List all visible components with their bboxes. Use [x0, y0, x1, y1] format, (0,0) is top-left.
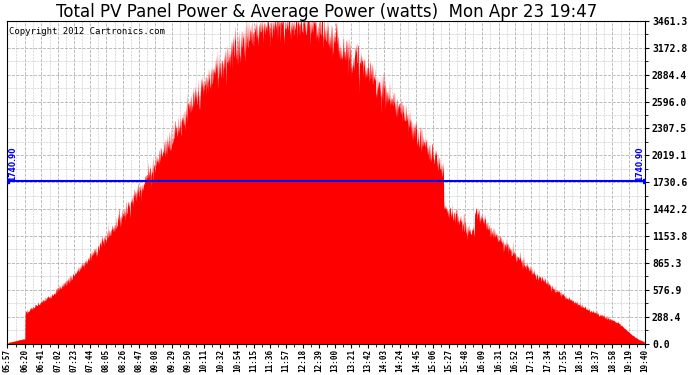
Text: Copyright 2012 Cartronics.com: Copyright 2012 Cartronics.com: [8, 27, 164, 36]
Text: 1740.90: 1740.90: [635, 147, 644, 181]
Text: 1740.90: 1740.90: [8, 147, 17, 181]
Title: Total PV Panel Power & Average Power (watts)  Mon Apr 23 19:47: Total PV Panel Power & Average Power (wa…: [55, 3, 597, 21]
